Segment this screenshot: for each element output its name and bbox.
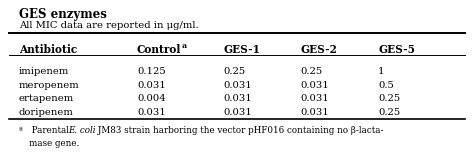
Text: ª: ª [18,126,22,134]
Text: 0.031: 0.031 [301,81,329,90]
Text: 0.031: 0.031 [137,108,165,117]
Text: imipenem: imipenem [18,67,69,76]
Text: E. coli: E. coli [68,126,95,135]
Text: 0.031: 0.031 [301,94,329,103]
Text: JM83 strain harboring the vector pHF016 containing no β-lacta-: JM83 strain harboring the vector pHF016 … [95,126,383,135]
Text: GES-1: GES-1 [223,44,260,55]
Text: 1: 1 [378,67,384,76]
Text: GES enzymes: GES enzymes [18,8,107,21]
Text: a: a [182,42,187,50]
Text: GES-2: GES-2 [301,44,337,55]
Text: 0.25: 0.25 [301,67,323,76]
Text: meropenem: meropenem [18,81,79,90]
Text: 0.031: 0.031 [223,94,252,103]
Text: 0.25: 0.25 [378,94,401,103]
Text: 0.004: 0.004 [137,94,165,103]
Text: Parental: Parental [28,126,72,135]
Text: 0.031: 0.031 [223,108,252,117]
Text: 0.25: 0.25 [223,67,246,76]
Text: Control: Control [137,44,181,55]
Text: 0.031: 0.031 [223,81,252,90]
Text: ertapenem: ertapenem [18,94,74,103]
Text: 0.125: 0.125 [137,67,165,76]
Text: doripenem: doripenem [18,108,73,117]
Text: mase gene.: mase gene. [28,139,79,148]
Text: 0.031: 0.031 [137,81,165,90]
Text: 0.5: 0.5 [378,81,394,90]
Text: GES-5: GES-5 [378,44,415,55]
Text: 0.25: 0.25 [378,108,401,117]
Text: All MIC data are reported in μg/ml.: All MIC data are reported in μg/ml. [18,21,198,30]
Text: Antibiotic: Antibiotic [18,44,77,55]
Text: 0.031: 0.031 [301,108,329,117]
